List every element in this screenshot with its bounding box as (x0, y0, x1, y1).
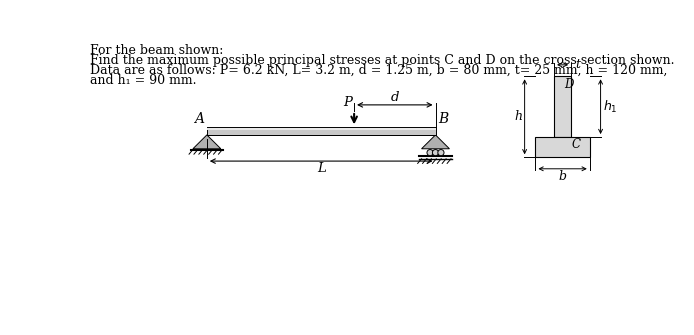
Text: and h₁ = 90 mm.: and h₁ = 90 mm. (90, 74, 196, 87)
Text: d: d (391, 91, 399, 104)
Text: Find the maximum possible principal stresses at points C and D on the cross sect: Find the maximum possible principal stre… (90, 54, 675, 67)
Text: L: L (317, 162, 325, 175)
Text: b: b (559, 170, 566, 183)
Bar (554, 76, 571, 137)
Circle shape (438, 149, 444, 156)
Bar (536, 137, 590, 157)
Text: For the beam shown:: For the beam shown: (90, 44, 223, 57)
Polygon shape (193, 135, 221, 149)
Polygon shape (421, 135, 450, 149)
Bar (207, 127, 436, 130)
Text: P: P (343, 96, 352, 110)
Text: C: C (572, 138, 581, 151)
Text: Data are as follows: P= 6.2 kN, L= 3.2 m, d = 1.25 m, b = 80 mm, t= 25 mm, h = 1: Data are as follows: P= 6.2 kN, L= 3.2 m… (90, 64, 667, 77)
Bar (207, 127, 436, 135)
Circle shape (427, 149, 433, 156)
Text: A: A (194, 112, 204, 126)
Circle shape (432, 149, 439, 156)
Text: $h_1$: $h_1$ (603, 99, 618, 115)
Text: D: D (564, 78, 573, 91)
Text: t: t (575, 58, 580, 71)
Text: B: B (439, 112, 449, 126)
Text: h: h (514, 110, 523, 123)
